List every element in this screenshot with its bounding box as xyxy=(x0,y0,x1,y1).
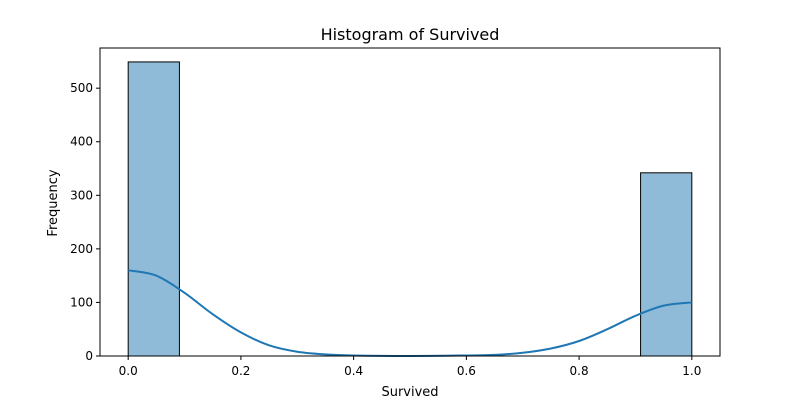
histogram-bar-10 xyxy=(640,172,693,357)
y-tick-label: 100 xyxy=(70,295,93,309)
y-tick-label: 200 xyxy=(70,242,93,256)
y-axis-label: Frequency xyxy=(46,169,61,236)
y-tick-label: 0 xyxy=(85,349,93,363)
x-tick-label: 0.2 xyxy=(231,364,250,378)
plot-frame xyxy=(99,47,721,357)
x-tick-label: 0.0 xyxy=(119,364,138,378)
bars-group xyxy=(127,61,693,357)
x-tick-label: 0.8 xyxy=(570,364,589,378)
y-axis-ticks: 0 100 200 300 400 500 xyxy=(70,81,100,363)
y-tick-label: 400 xyxy=(70,135,93,149)
kde-curve xyxy=(127,269,692,358)
x-tick-label: 0.4 xyxy=(344,364,363,378)
y-tick-label: 300 xyxy=(70,188,93,202)
x-tick-label: 1.0 xyxy=(682,364,701,378)
x-axis-label: Survived xyxy=(381,385,438,400)
x-axis-ticks: 0.0 0.2 0.4 0.6 0.8 1.0 xyxy=(119,356,701,378)
chart-title: Histogram of Survived xyxy=(321,25,500,44)
x-tick-label: 0.6 xyxy=(457,364,476,378)
histogram-bar-0 xyxy=(127,61,180,357)
y-tick-label: 500 xyxy=(70,81,93,95)
